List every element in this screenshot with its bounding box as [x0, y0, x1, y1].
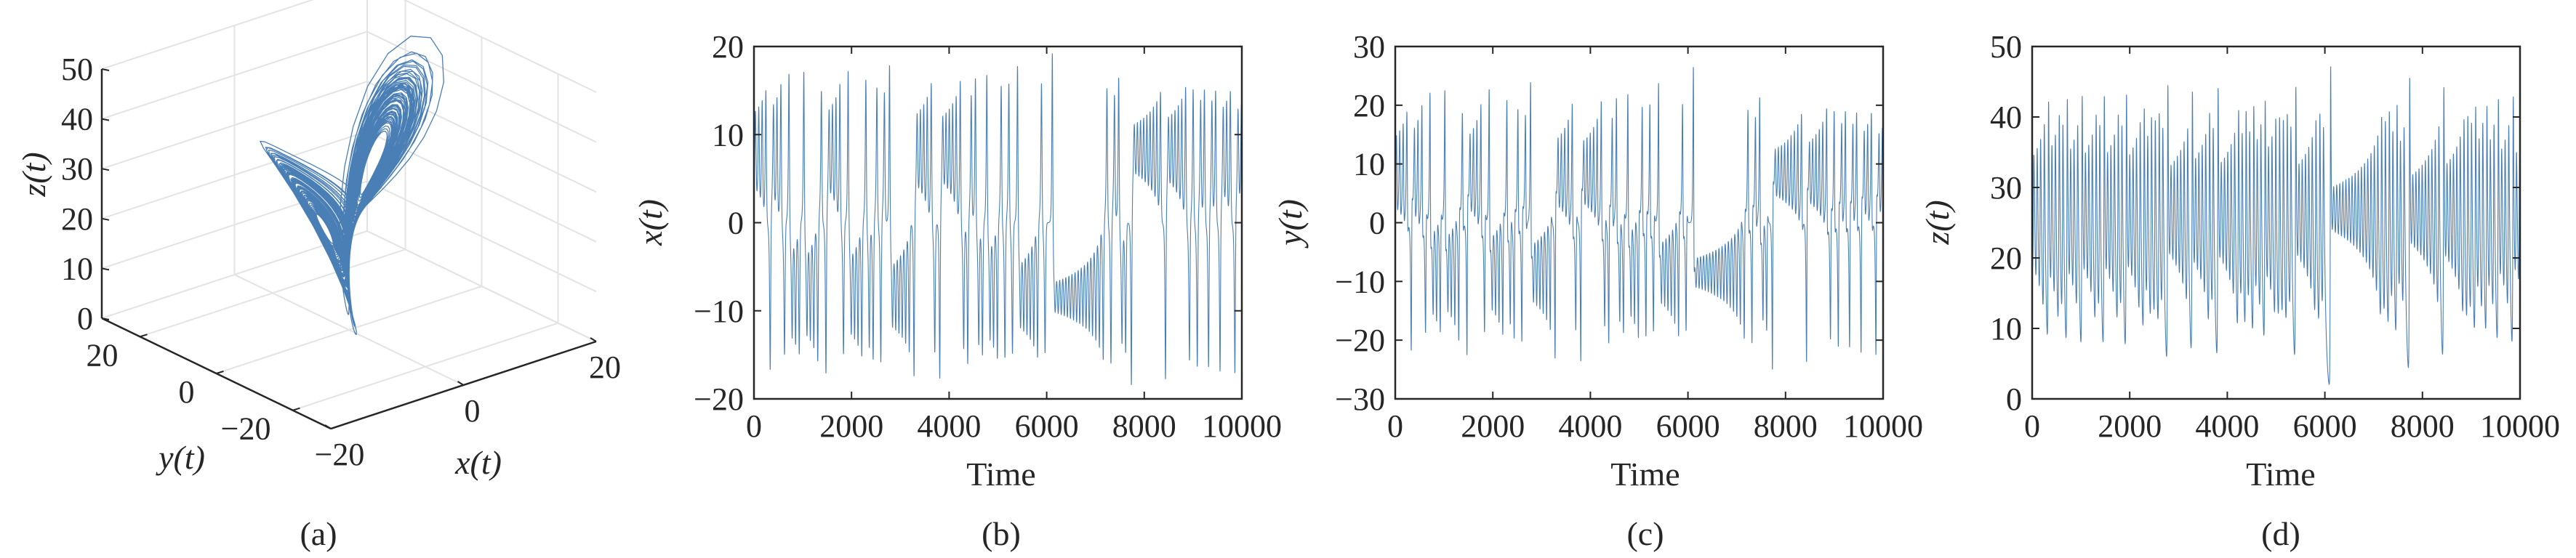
y-tick-label: −20	[694, 381, 744, 417]
z-tick-label: 0	[77, 301, 93, 336]
panel-c-plot-area: 0 2000 4000 6000 8000 10000 −30 −20 −10 0 10 20 30	[1335, 29, 1923, 444]
y-tick-label: 30	[1990, 170, 2022, 206]
z-tick-mark	[101, 217, 110, 221]
y-tick-mark	[140, 333, 148, 338]
y-tick-label: −10	[1335, 264, 1385, 299]
z-tick-mark	[101, 168, 110, 171]
y-tick-label: −30	[1335, 381, 1385, 417]
panel-c-ylabel: y(t)	[1272, 199, 1309, 248]
panel-d-ylabel: z(t)	[1919, 200, 1956, 245]
x-tick-label: 0	[465, 393, 481, 429]
grid-line	[292, 322, 558, 411]
x-tick-label: 6000	[1656, 408, 1720, 444]
z-tick-label: 40	[61, 102, 93, 137]
y-tick-label: −10	[694, 294, 744, 329]
z-tick-label: 20	[61, 201, 93, 237]
y-tick-mark	[292, 407, 300, 411]
panel-b: 0 2000 4000 6000 8000 10000 −20 −10 0 10 20 Time x…	[632, 29, 1282, 552]
y-tick-label: 10	[1353, 147, 1385, 182]
x-tick-label: 4000	[2195, 408, 2259, 444]
z-tick-mark	[101, 318, 110, 320]
z-tick-mark	[101, 118, 110, 121]
panel-a-ylabel: y(t)	[156, 439, 205, 476]
x-tick-label: 0	[746, 408, 762, 444]
y-tick-label: 0	[179, 374, 195, 410]
y-tick-label: 20	[87, 337, 119, 373]
plot-frame	[2031, 45, 2521, 400]
x-tick-label: 10000	[2480, 408, 2560, 444]
grid-line	[216, 286, 482, 374]
z-tick-label: 10	[61, 251, 93, 286]
x-tick-label: 6000	[2293, 408, 2357, 444]
y-tick-label: 10	[712, 117, 744, 153]
panel-a-zlabel: z(t)	[15, 152, 52, 197]
panel-d: 0 2000 4000 6000 8000 10000 0 10 20 30 40 50 Time z…	[1919, 29, 2560, 552]
y-tick-label: 40	[1990, 100, 2022, 135]
panel-c: 0 2000 4000 6000 8000 10000 −30 −20 −10 0 10 20 30 T…	[1272, 29, 1923, 552]
panel-d-xlabel: Time	[2246, 456, 2315, 493]
panel-a-xlabel: x(t)	[454, 444, 502, 481]
series-y-line	[1395, 67, 1884, 370]
attractor-trajectory	[260, 36, 444, 335]
y-tick-label: 20	[1353, 88, 1385, 124]
x-tick-label: 10000	[1843, 408, 1923, 444]
panel-c-xlabel: Time	[1610, 456, 1680, 493]
y-tick-label: 0	[728, 206, 744, 241]
panel-a-label: (a)	[300, 515, 337, 552]
y-tick-label: −20	[221, 411, 271, 447]
grid-line	[140, 248, 406, 338]
z-tick-label: 30	[61, 151, 93, 187]
panel-b-plot-area: 0 2000 4000 6000 8000 10000 −20 −10 0 10 20	[694, 29, 1282, 444]
x-tick-label: 0	[1387, 408, 1403, 444]
x-tick-label: 0	[2024, 408, 2040, 444]
panel-b-label: (b)	[982, 515, 1021, 552]
y-tick-mark	[216, 371, 224, 374]
x-tick-label: 4000	[1558, 408, 1622, 444]
panel-b-ylabel: x(t)	[632, 199, 669, 246]
x-tick-label: 2000	[1461, 408, 1525, 444]
panel-b-xlabel: Time	[966, 456, 1035, 493]
z-tick-mark	[101, 68, 110, 71]
y-tick-label: 50	[1990, 29, 2022, 65]
x-tick-label: 8000	[2391, 408, 2455, 444]
x-tick-mark	[457, 381, 465, 386]
y-tick-label: 0	[2006, 381, 2022, 417]
x-tick-label: 8000	[1112, 408, 1176, 444]
series-x-line	[753, 53, 1243, 385]
x-tick-label: 4000	[917, 408, 981, 444]
x-tick-mark	[590, 337, 597, 342]
z-tick-mark	[101, 267, 110, 271]
x-tick-label: 8000	[1754, 408, 1818, 444]
z-tick-label: 50	[61, 52, 93, 87]
x-tick-label: 6000	[1015, 408, 1079, 444]
y-tick-label: 0	[1369, 206, 1385, 241]
y-tick-label: 20	[1990, 240, 2022, 276]
panel-c-label: (c)	[1626, 515, 1664, 552]
y-tick-label: 30	[1353, 29, 1385, 65]
y-tick-label: −20	[1335, 323, 1385, 358]
panel-d-plot-area: 0 2000 4000 6000 8000 10000 0 10 20 30 40 50	[1990, 29, 2560, 444]
x-tick-label: 2000	[819, 408, 883, 444]
x-tick-label: −20	[315, 437, 365, 472]
x-tick-label: 20	[589, 349, 621, 385]
y-tick-label: 20	[712, 29, 744, 65]
y-tick-label: 10	[1990, 311, 2022, 347]
x-tick-label: 10000	[1202, 408, 1282, 444]
series-z-line	[2031, 66, 2521, 385]
panel-d-label: (d)	[2261, 515, 2300, 552]
x-tick-mark	[324, 424, 332, 429]
x-tick-label: 2000	[2098, 408, 2162, 444]
